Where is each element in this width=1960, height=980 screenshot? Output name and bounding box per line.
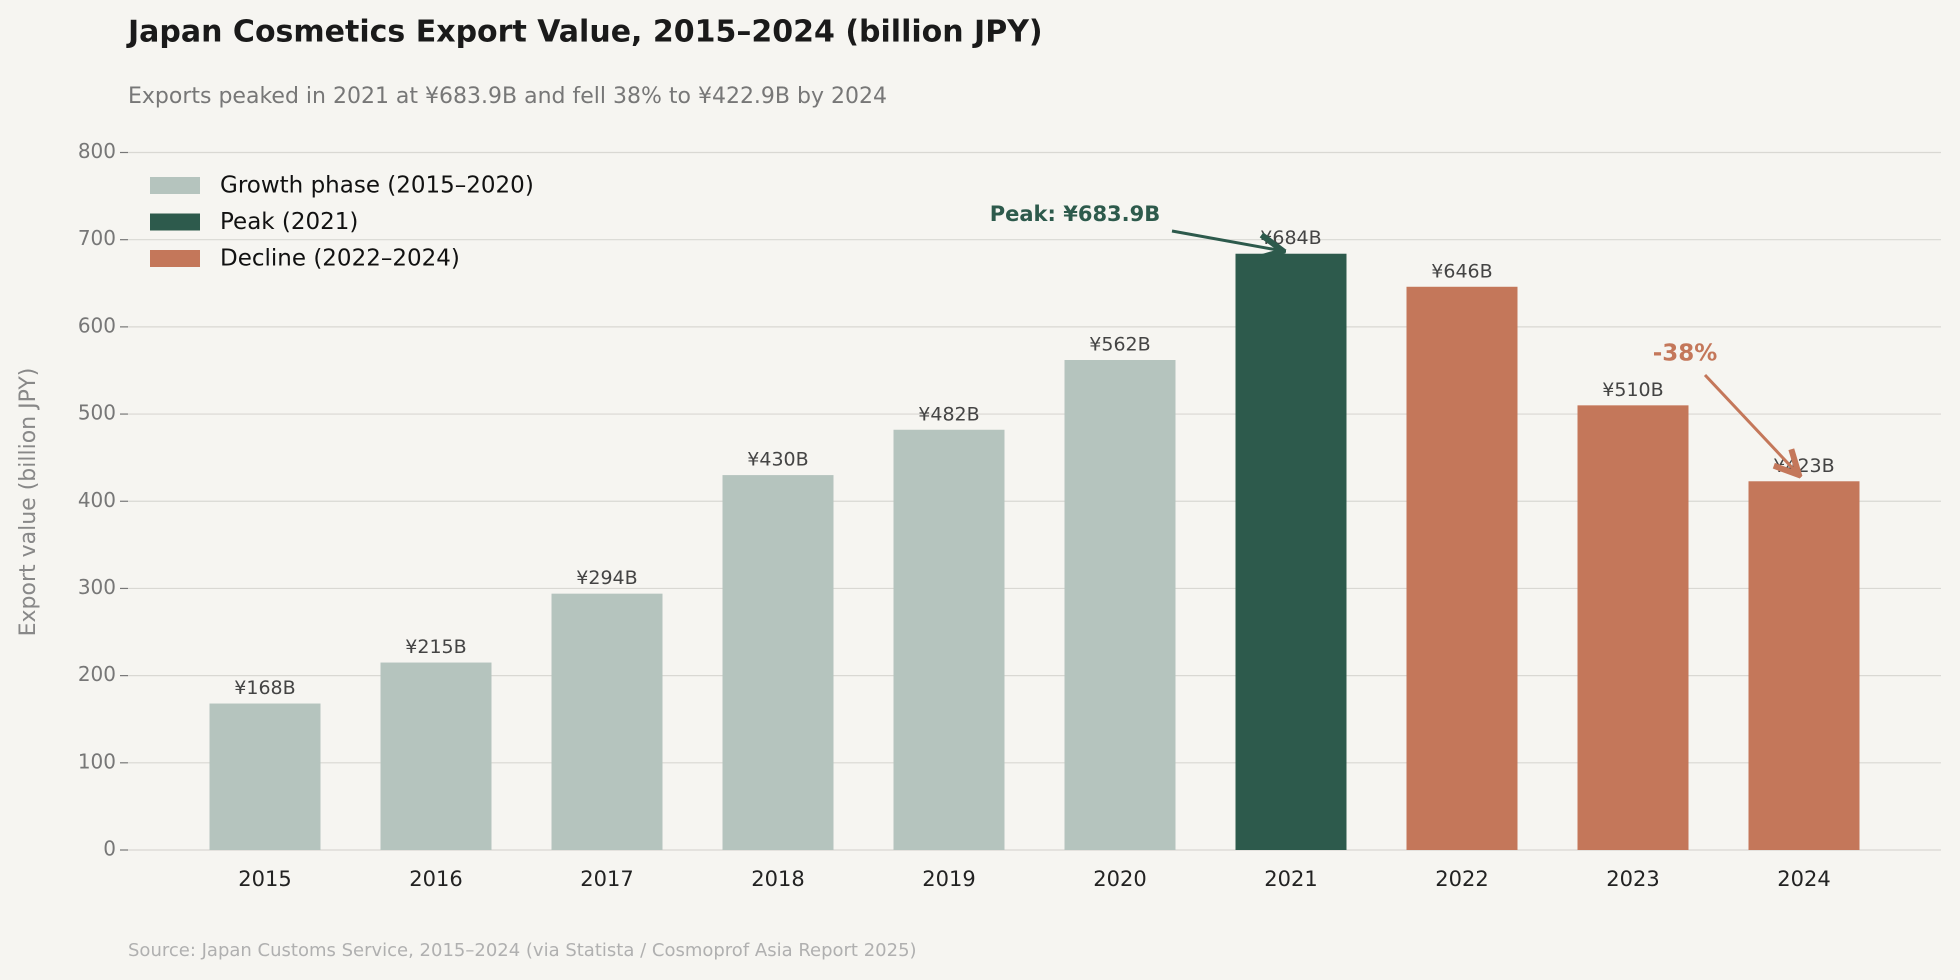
bar [722, 475, 834, 850]
legend-swatch [150, 213, 200, 231]
bar [1406, 286, 1518, 850]
x-tick-label: 2018 [751, 867, 804, 891]
legend-label: Peak (2021) [220, 209, 358, 235]
value-label: ¥430B [747, 449, 808, 471]
chart-subtitle: Exports peaked in 2021 at ¥683.9B and fe… [128, 84, 887, 109]
bar [1748, 481, 1860, 850]
value-label: ¥510B [1602, 379, 1663, 401]
y-axis-label: Export value (billion JPY) [16, 368, 41, 637]
bar [380, 662, 492, 850]
value-label: ¥294B [576, 567, 637, 589]
x-tick-label: 2020 [1093, 867, 1146, 891]
x-tick-label: 2021 [1264, 867, 1317, 891]
value-label: ¥482B [918, 403, 979, 425]
x-tick-label: 2024 [1777, 867, 1830, 891]
legend-swatch [150, 250, 200, 267]
y-tick-label: 200 [78, 662, 116, 686]
bar [1235, 253, 1347, 851]
bar [1577, 405, 1689, 850]
value-label: ¥168B [234, 677, 295, 699]
y-tick-label: 500 [78, 401, 116, 425]
value-label: ¥646B [1431, 260, 1492, 282]
x-tick-label: 2019 [922, 867, 975, 891]
value-label: ¥684B [1260, 227, 1321, 249]
chart-title: Japan Cosmetics Export Value, 2015–2024 … [126, 15, 1043, 50]
value-label: ¥562B [1089, 334, 1150, 356]
y-tick-label: 800 [78, 139, 116, 163]
legend-swatch [150, 177, 200, 194]
annotation-arrow [1171, 229, 1283, 251]
annotation-arrow [1703, 373, 1799, 475]
y-tick-label: 100 [78, 749, 116, 773]
x-tick-label: 2016 [409, 867, 462, 891]
bar [1064, 360, 1176, 850]
y-tick-label: 400 [78, 488, 116, 512]
y-tick-label: 0 [103, 837, 116, 861]
x-tick-label: 2022 [1435, 867, 1488, 891]
value-label: ¥215B [405, 636, 466, 658]
source-note: Source: Japan Customs Service, 2015–2024… [128, 940, 917, 961]
bar [893, 429, 1005, 850]
legend-label: Growth phase (2015–2020) [220, 173, 534, 199]
legend-label: Decline (2022–2024) [220, 246, 460, 272]
x-tick-label: 2017 [580, 867, 633, 891]
y-tick-label: 300 [78, 575, 116, 599]
bar [551, 593, 663, 850]
y-tick-label: 700 [78, 226, 116, 250]
x-tick-label: 2023 [1606, 867, 1659, 891]
annotation: Peak: ¥683.9B [990, 202, 1161, 226]
annotation: -38% [1653, 341, 1718, 367]
y-tick-label: 600 [78, 313, 116, 337]
x-tick-label: 2015 [238, 867, 291, 891]
bar [209, 703, 321, 850]
